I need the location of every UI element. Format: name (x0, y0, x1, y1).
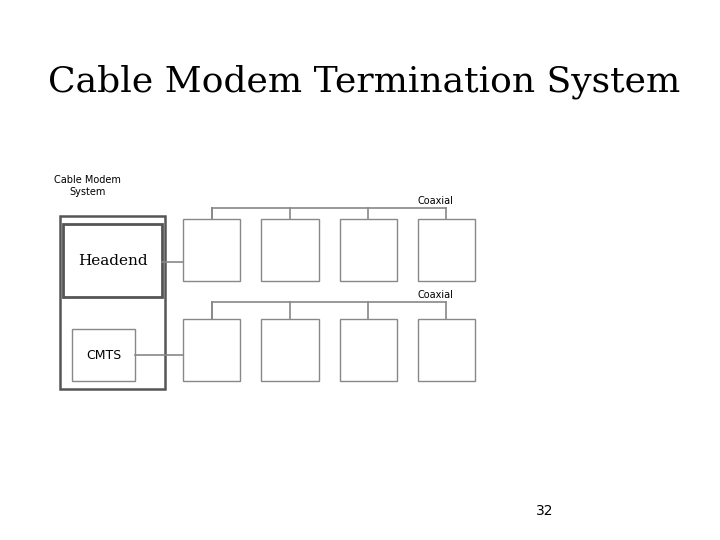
Text: CMTS: CMTS (86, 348, 121, 362)
Bar (184, 219, 240, 281)
Bar (340, 219, 397, 281)
Bar (340, 319, 397, 381)
Text: CM: CM (436, 243, 457, 256)
Text: Coaxial: Coaxial (418, 289, 454, 300)
Bar (63, 224, 162, 297)
Text: 32: 32 (536, 504, 553, 518)
Bar (418, 219, 475, 281)
Text: CM: CM (436, 343, 457, 356)
Text: CM: CM (279, 343, 301, 356)
Text: CM: CM (357, 343, 379, 356)
Text: CM: CM (201, 243, 222, 256)
Bar (261, 219, 318, 281)
Bar (418, 319, 475, 381)
Bar (72, 329, 135, 381)
Text: CM: CM (357, 243, 379, 256)
Text: Cable Modem
System: Cable Modem System (54, 175, 120, 197)
Text: Headend: Headend (78, 254, 148, 267)
Bar (261, 319, 318, 381)
Bar (60, 216, 166, 389)
Text: CM: CM (279, 243, 301, 256)
Text: CM: CM (201, 343, 222, 356)
Bar (184, 319, 240, 381)
Text: Coaxial: Coaxial (418, 196, 454, 206)
Text: Cable Modem Termination System: Cable Modem Termination System (48, 65, 680, 99)
